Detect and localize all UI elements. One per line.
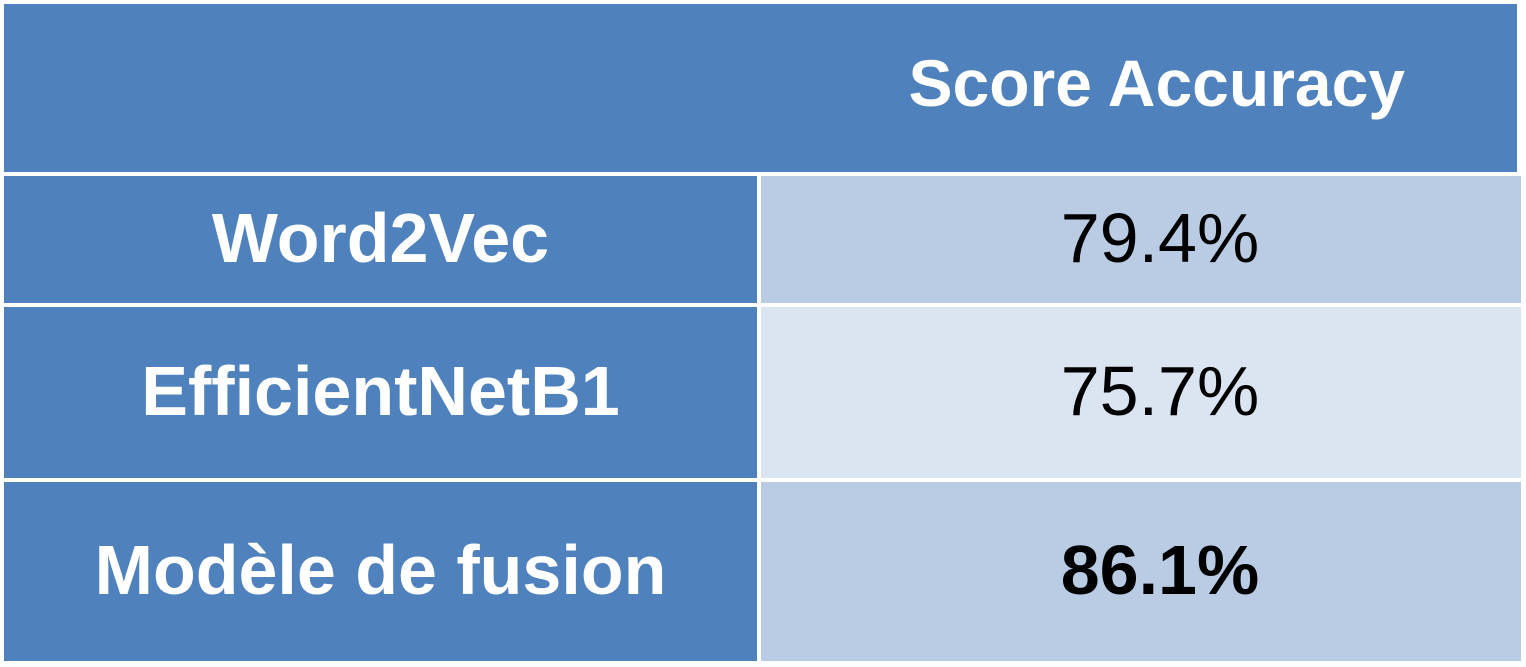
accuracy-table: Score Accuracy Word2Vec 79.4% EfficientN… bbox=[4, 4, 1521, 661]
row-label-word2vec: Word2Vec bbox=[4, 176, 761, 307]
column-header-score-accuracy: Score Accuracy bbox=[908, 46, 1405, 120]
accuracy-value-fusion-model: 86.1% bbox=[761, 482, 1521, 661]
row-label-efficientnetb1: EfficientNetB1 bbox=[4, 307, 761, 482]
accuracy-value-word2vec: 79.4% bbox=[761, 176, 1521, 307]
table-header: Score Accuracy bbox=[4, 4, 1521, 176]
row-label-fusion-model: Modèle de fusion bbox=[4, 482, 761, 661]
accuracy-value-efficientnetb1: 75.7% bbox=[761, 307, 1521, 482]
